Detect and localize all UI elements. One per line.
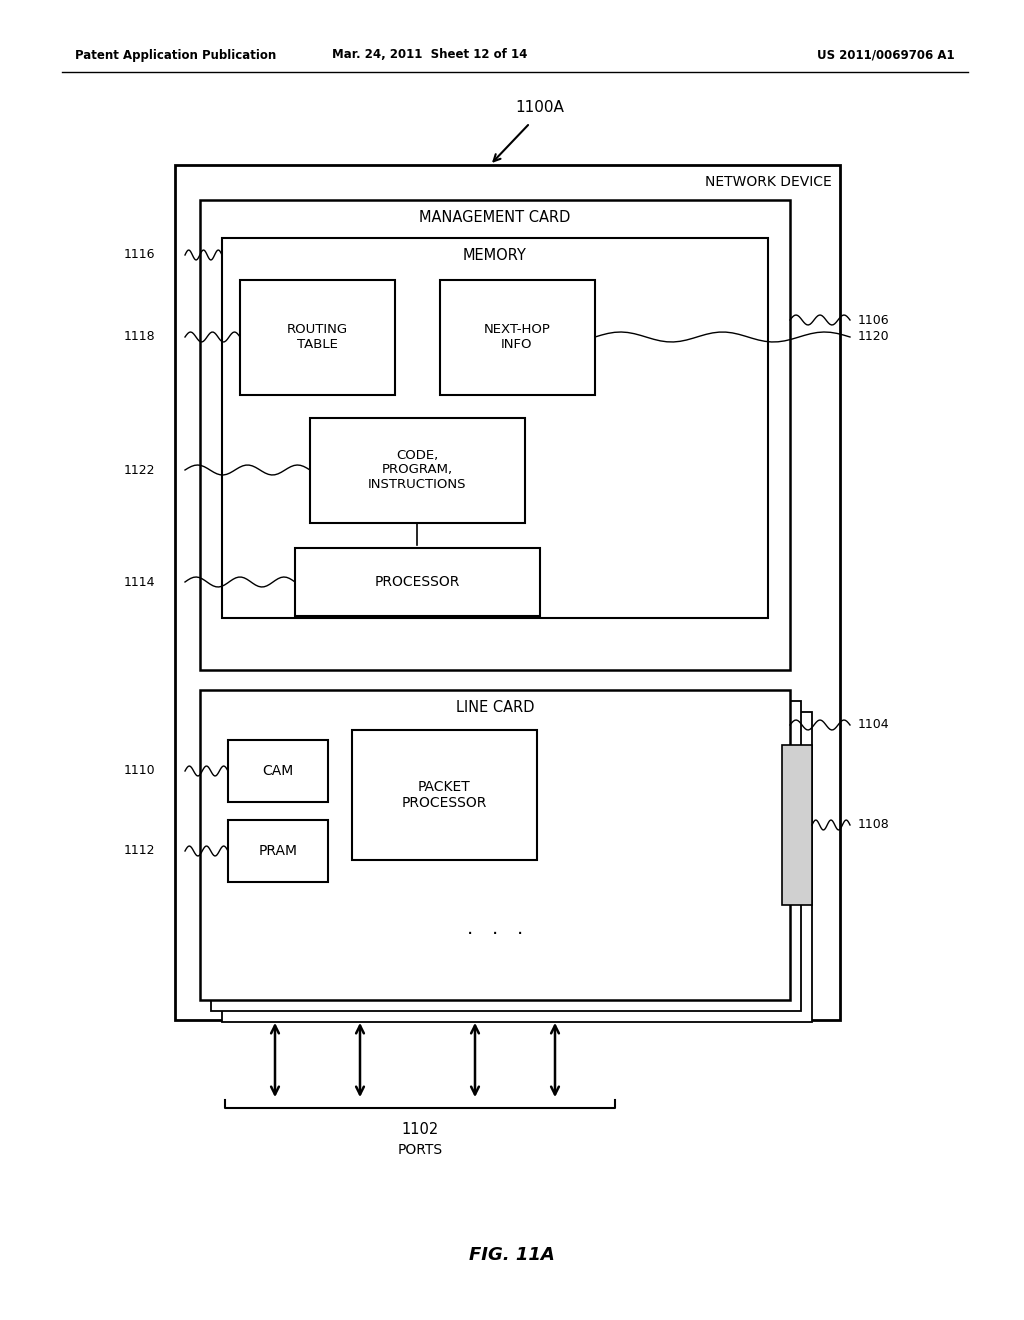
Text: CODE,
PROGRAM,
INSTRUCTIONS: CODE, PROGRAM, INSTRUCTIONS xyxy=(368,449,466,491)
Text: MANAGEMENT CARD: MANAGEMENT CARD xyxy=(419,210,570,226)
Bar xyxy=(228,820,328,882)
Bar xyxy=(175,165,840,1020)
Bar xyxy=(200,201,790,671)
Text: PRAM: PRAM xyxy=(258,843,298,858)
Text: 1116: 1116 xyxy=(124,248,155,261)
Text: 1110: 1110 xyxy=(123,764,155,777)
Text: 1106: 1106 xyxy=(858,314,890,326)
Text: Patent Application Publication: Patent Application Publication xyxy=(75,49,276,62)
Text: Mar. 24, 2011  Sheet 12 of 14: Mar. 24, 2011 Sheet 12 of 14 xyxy=(333,49,527,62)
Bar xyxy=(200,690,790,1001)
Text: FIG. 11A: FIG. 11A xyxy=(469,1246,555,1265)
Text: PROCESSOR: PROCESSOR xyxy=(375,576,460,589)
Bar xyxy=(295,548,540,616)
Bar xyxy=(240,280,395,395)
Text: 1118: 1118 xyxy=(123,330,155,343)
Text: 1102: 1102 xyxy=(401,1122,438,1138)
Text: NETWORK DEVICE: NETWORK DEVICE xyxy=(706,176,831,189)
Bar xyxy=(228,741,328,803)
Bar xyxy=(440,280,595,395)
Bar xyxy=(211,701,801,1011)
Text: 1112: 1112 xyxy=(124,845,155,858)
Text: 1114: 1114 xyxy=(124,576,155,589)
Text: ·   ·   ·: · · · xyxy=(467,925,523,945)
Bar xyxy=(782,744,812,906)
Text: US 2011/0069706 A1: US 2011/0069706 A1 xyxy=(817,49,955,62)
Bar xyxy=(222,711,812,1022)
Bar xyxy=(222,238,768,618)
Text: 1108: 1108 xyxy=(858,818,890,832)
Text: 1120: 1120 xyxy=(858,330,890,343)
Text: PORTS: PORTS xyxy=(397,1143,442,1158)
Bar xyxy=(310,418,525,523)
Text: 1122: 1122 xyxy=(124,463,155,477)
Text: 1100A: 1100A xyxy=(515,100,564,116)
Text: LINE CARD: LINE CARD xyxy=(456,701,535,715)
Text: CAM: CAM xyxy=(262,764,294,777)
Bar xyxy=(352,730,537,861)
Text: PACKET
PROCESSOR: PACKET PROCESSOR xyxy=(401,780,486,810)
Text: NEXT-HOP
INFO: NEXT-HOP INFO xyxy=(483,323,551,351)
Text: ROUTING
TABLE: ROUTING TABLE xyxy=(287,323,347,351)
Text: 1104: 1104 xyxy=(858,718,890,731)
Text: MEMORY: MEMORY xyxy=(463,248,527,263)
